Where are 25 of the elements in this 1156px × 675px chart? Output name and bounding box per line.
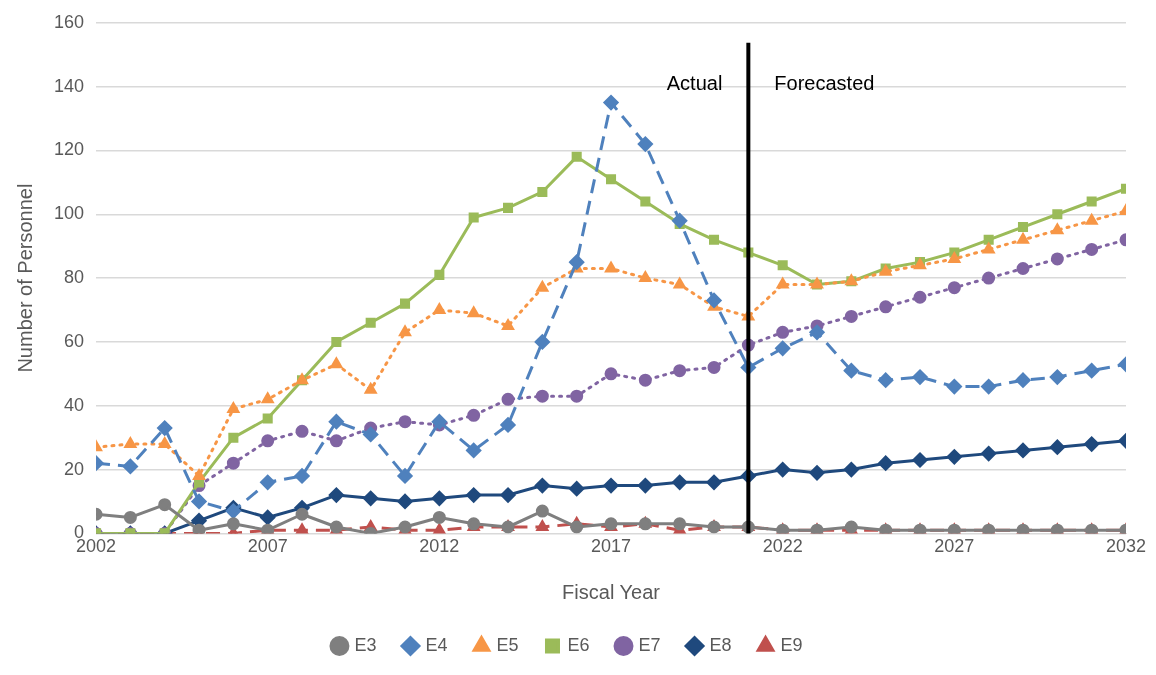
y-tick-label: 160: [53, 11, 85, 32]
y-tick-label: 80: [64, 267, 85, 288]
y-tick-label: 60: [64, 330, 85, 351]
x-tick-label: 2032: [1105, 536, 1147, 557]
legend-label: E3: [354, 634, 377, 655]
legend-label: E7: [638, 634, 661, 655]
legend-label: E5: [496, 634, 519, 655]
legend-label: E4: [425, 634, 448, 655]
x-tick-label: 2017: [590, 536, 632, 557]
x-axis-title: Fiscal Year: [562, 580, 661, 603]
x-tick-label: 2007: [247, 536, 288, 557]
annotation: Forecasted: [774, 72, 875, 95]
annotation: Actual: [666, 72, 723, 95]
y-tick-label: 40: [64, 394, 85, 415]
y-tick-label: 120: [53, 139, 85, 160]
y-tick-label: 100: [53, 203, 85, 224]
legend-label: E6: [567, 634, 590, 655]
y-tick-label: 140: [53, 75, 85, 96]
y-axis-title: Number of Personnel: [13, 183, 36, 373]
x-tick-label: 2027: [934, 536, 975, 557]
x-tick-label: 2022: [762, 536, 803, 557]
legend-label: E8: [709, 634, 732, 655]
legend-label: E9: [780, 634, 803, 655]
x-tick-label: 2012: [419, 536, 460, 557]
y-tick-label: 20: [64, 458, 85, 479]
